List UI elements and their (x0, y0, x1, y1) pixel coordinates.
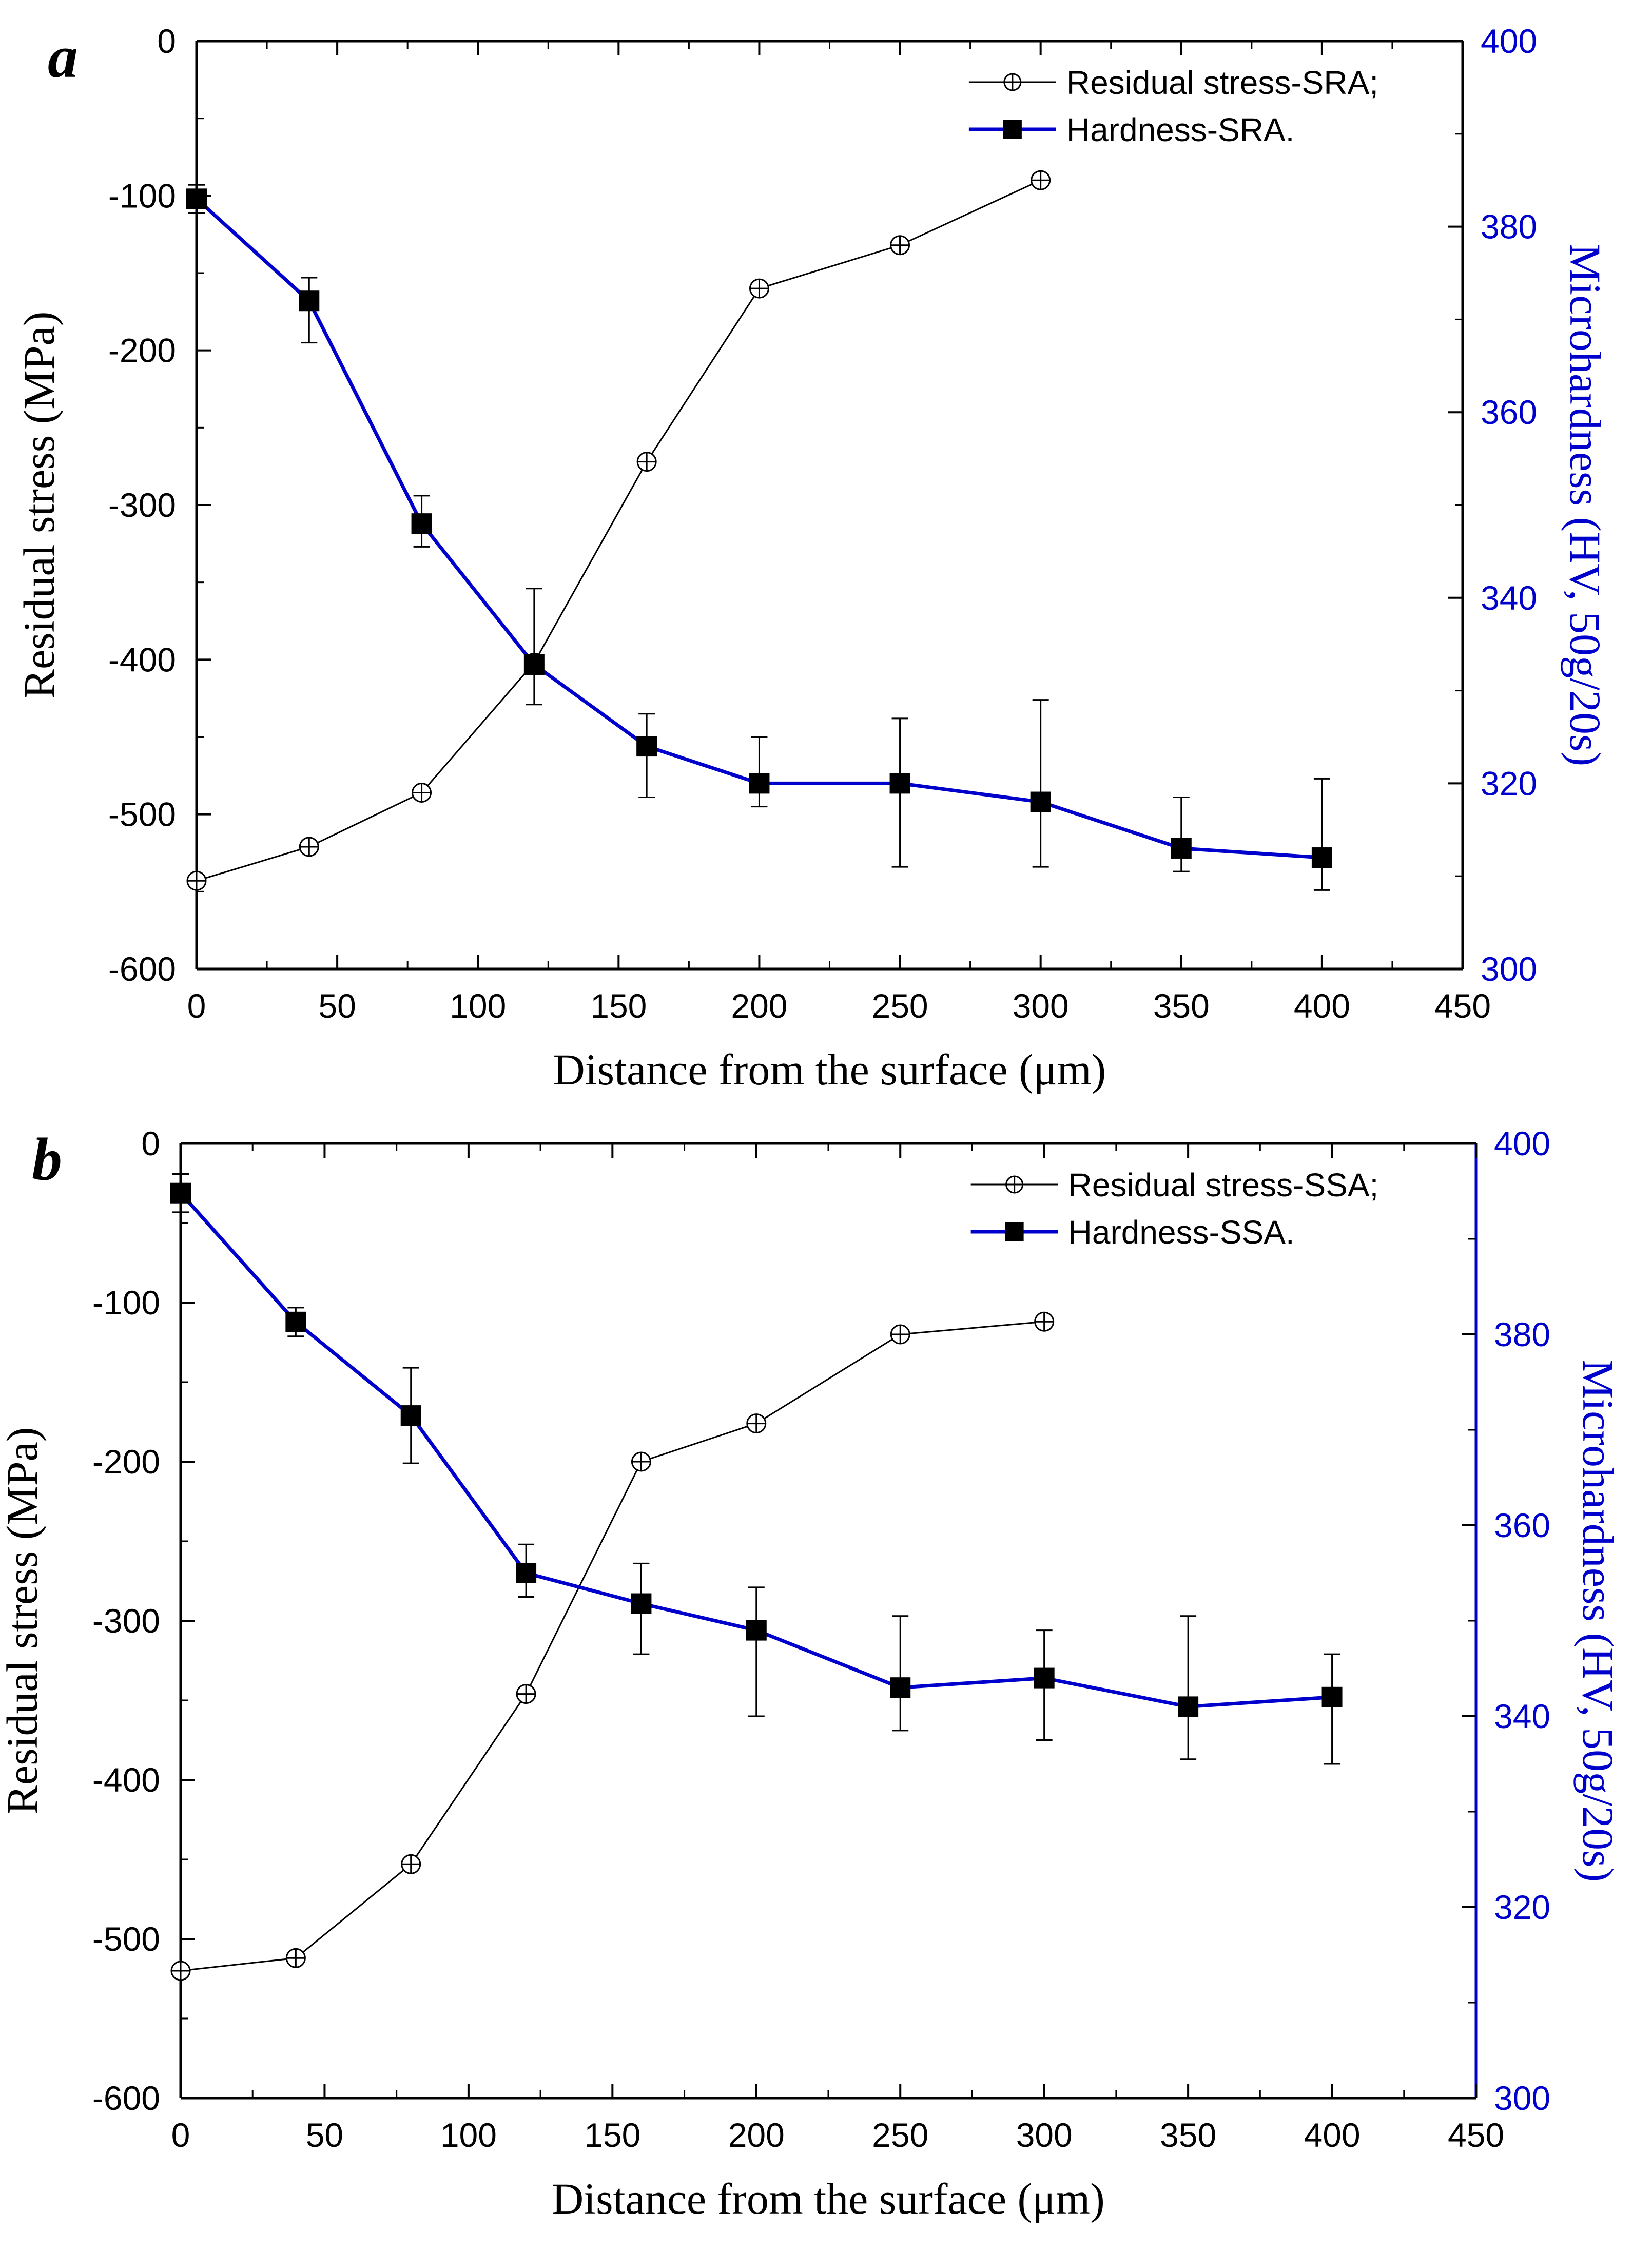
y-tick-label: 0 (141, 1124, 160, 1162)
legend-label: Hardness-SRA. (1066, 111, 1295, 148)
hardness-point (516, 1563, 537, 1583)
y2-tick-label: 320 (1494, 1888, 1550, 1926)
series-hardness (170, 1173, 1343, 1765)
chart-panel-b: 0 50 100 150 200 250 300 350 400 450 0 -100 -200 -300… (0, 1124, 1623, 2223)
y2-tick-label: 340 (1494, 1697, 1550, 1735)
hardness-point (1171, 838, 1192, 859)
hardness-point (1311, 847, 1332, 868)
y2-tick-label: 340 (1481, 579, 1537, 617)
hardness-point (890, 1677, 911, 1698)
series-line (179, 1192, 1332, 1709)
x-axis-title: Distance from the surface (μm) (553, 1045, 1106, 1094)
x-tick-label: 400 (1304, 2116, 1360, 2154)
chart-panel-a: 0 50 100 150 200 250 300 350 400 450 0 -100 -200 -300… (14, 22, 1610, 1094)
panel-label: a (48, 23, 78, 90)
y-tick-label: -100 (108, 177, 176, 215)
legend-entry: Hardness-SSA. (970, 1214, 1295, 1251)
series-residual-stress (186, 170, 1051, 891)
y2-tick-label: 300 (1494, 2079, 1550, 2117)
legend-label: Residual stress-SRA; (1066, 64, 1378, 101)
x-tick-label: 300 (1013, 987, 1069, 1025)
series-residual-stress (170, 1311, 1055, 1981)
legend-label: Residual stress-SSA; (1068, 1167, 1379, 1204)
y-tick-label: -400 (108, 641, 176, 678)
x-tick-label: 400 (1294, 987, 1350, 1025)
hardness-point (636, 736, 657, 757)
y-tick-label: 0 (157, 22, 176, 60)
x-tick-label: 0 (171, 2116, 190, 2154)
y2-tick-label: 320 (1481, 764, 1537, 802)
y2-tick-label: 400 (1494, 1124, 1550, 1162)
y-tick-label: -100 (92, 1284, 160, 1322)
y2-tick-label: 380 (1494, 1315, 1550, 1353)
hardness-point (631, 1593, 652, 1614)
y-axis-title: Residual stress (MPa) (0, 1427, 47, 1815)
series-line (180, 1321, 1044, 1972)
y2-tick-label: 360 (1481, 393, 1537, 431)
x-tick-label: 450 (1448, 2116, 1504, 2154)
hardness-point (299, 290, 320, 312)
y-tick-label: -400 (92, 1761, 160, 1799)
hardness-point (889, 773, 910, 794)
legend-marker (1005, 1222, 1024, 1241)
x-tick-label: 300 (1016, 2116, 1073, 2154)
hardness-point (170, 1182, 191, 1204)
hardness-point (1321, 1686, 1343, 1707)
hardness-point (1178, 1696, 1199, 1717)
x-tick-label: 200 (731, 987, 787, 1025)
hardness-point (411, 513, 432, 534)
hardness-point (186, 188, 207, 209)
y2-axis-title: Microhardness (HV, 50g/20s) (1561, 244, 1610, 766)
x-tick-label: 450 (1434, 987, 1491, 1025)
hardness-point (1034, 1667, 1055, 1689)
hardness-point (746, 1620, 767, 1641)
x-tick-label: 250 (872, 2116, 928, 2154)
y2-tick-label: 380 (1481, 208, 1537, 246)
hardness-point (749, 773, 770, 794)
y-tick-label: -200 (108, 332, 176, 370)
y2-tick-label: 360 (1494, 1506, 1550, 1544)
x-tick-label: 150 (590, 987, 647, 1025)
y-tick-label: -600 (108, 950, 176, 988)
series-line (195, 197, 1323, 860)
x-tick-label: 100 (450, 987, 506, 1025)
y-tick-label: -500 (108, 795, 176, 833)
x-axis-title: Distance from the surface (μm) (552, 2174, 1105, 2223)
series-hardness (186, 184, 1332, 891)
x-tick-label: 200 (728, 2116, 785, 2154)
x-tick-label: 0 (187, 987, 206, 1025)
series-line (196, 179, 1041, 882)
y-tick-label: -300 (92, 1602, 160, 1640)
y2-tick-label: 300 (1481, 950, 1537, 988)
x-tick-label: 150 (584, 2116, 640, 2154)
legend-entry: Residual stress-SRA; (968, 64, 1378, 101)
legend-label: Hardness-SSA. (1068, 1214, 1295, 1251)
x-tick-label: 100 (440, 2116, 497, 2154)
y2-axis-title: Microhardness (HV, 50g/20s) (1573, 1360, 1623, 1882)
hardness-point (1030, 791, 1051, 812)
x-tick-label: 350 (1160, 2116, 1216, 2154)
x-tick-label: 250 (871, 987, 928, 1025)
y2-tick-label: 400 (1481, 22, 1537, 60)
legend-marker (1003, 120, 1022, 139)
legend-entry: Residual stress-SSA; (970, 1167, 1379, 1204)
hardness-point (523, 654, 545, 675)
x-tick-label: 50 (306, 2116, 343, 2154)
x-tick-label: 50 (318, 987, 356, 1025)
y-tick-label: -300 (108, 486, 176, 524)
hardness-point (400, 1405, 421, 1426)
legend-entry: Hardness-SRA. (968, 111, 1295, 148)
hardness-point (285, 1311, 306, 1332)
y-axis-title: Residual stress (MPa) (14, 312, 64, 699)
y-tick-label: -200 (92, 1443, 160, 1481)
y-tick-label: -500 (92, 1920, 160, 1958)
x-tick-label: 350 (1153, 987, 1210, 1025)
panel-label: b (32, 1126, 62, 1193)
y-tick-label: -600 (92, 2079, 160, 2117)
